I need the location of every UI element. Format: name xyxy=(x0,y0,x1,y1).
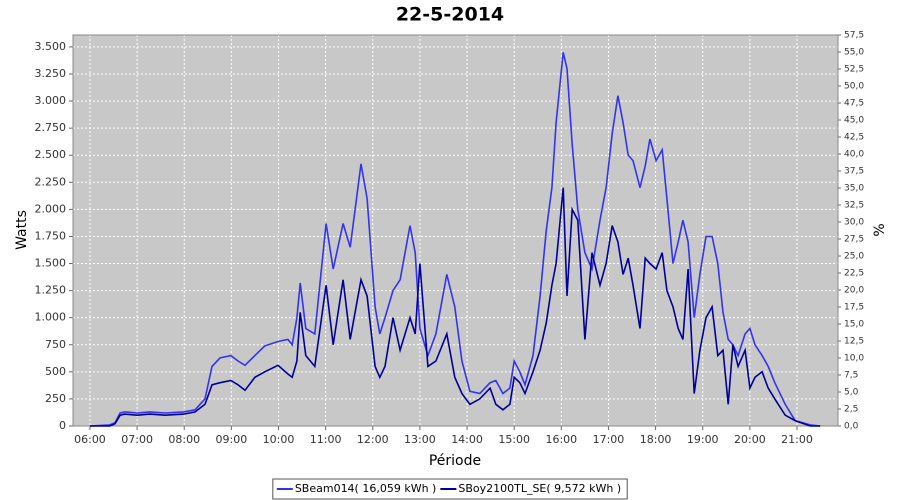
y2-tick-label: 50,0 xyxy=(844,82,864,92)
y-tick-label: 2.250 xyxy=(35,175,67,188)
y-tick-label: 1.750 xyxy=(35,229,67,242)
y2-tick-label: 40,0 xyxy=(844,150,864,160)
y2-tick-label: 47,5 xyxy=(844,99,864,109)
x-tick-label: 10:00 xyxy=(263,433,295,446)
x-axis-label: Période xyxy=(429,453,481,469)
y-tick-label: 250 xyxy=(45,392,66,405)
y2-tick-label: 15,0 xyxy=(844,320,864,330)
x-tick-label: 19:00 xyxy=(687,433,719,446)
y-tick-label: 2.750 xyxy=(35,121,67,134)
y2-tick-label: 20,0 xyxy=(844,286,864,296)
y2-tick-label: 57,5 xyxy=(844,31,864,41)
plot-border xyxy=(72,34,839,427)
x-tick-label: 16:00 xyxy=(545,433,577,446)
y2-tick-label: 42,5 xyxy=(844,133,864,143)
y2-tick-label: 32,5 xyxy=(844,201,864,211)
y-tick-label: 0 xyxy=(59,419,66,432)
y2-tick-label: 17,5 xyxy=(844,303,864,313)
plot-area xyxy=(73,35,838,426)
y2-tick-label: 12,5 xyxy=(844,337,864,347)
y-tick-label: 2.000 xyxy=(35,202,67,215)
x-tick-label: 06:00 xyxy=(74,433,106,446)
x-tick-label: 18:00 xyxy=(640,433,672,446)
y-axis-label: Watts xyxy=(14,210,30,250)
x-tick-label: 14:00 xyxy=(451,433,483,446)
y-tick-label: 2.500 xyxy=(35,148,67,161)
legend-label: SBoy2100TL_SE( 9,572 kWh ) xyxy=(458,482,621,495)
y-tick-label: 1.250 xyxy=(35,284,67,297)
y2-axis-label: % xyxy=(872,223,888,236)
y2-tick-label: 37,5 xyxy=(844,167,864,177)
y2-tick-label: 52,5 xyxy=(844,65,864,75)
y2-tick-label: 27,5 xyxy=(844,235,864,245)
y-tick-label: 750 xyxy=(45,338,66,351)
x-tick-label: 15:00 xyxy=(498,433,530,446)
y-tick-label: 1.000 xyxy=(35,311,67,324)
x-tick-label: 08:00 xyxy=(168,433,200,446)
y2-tick-label: 10,0 xyxy=(844,354,864,364)
y2-tick-label: 25,0 xyxy=(844,252,864,262)
y-tick-label: 3.000 xyxy=(35,94,67,107)
y-tick-label: 1.500 xyxy=(35,257,67,270)
y-tick-label: 3.500 xyxy=(35,40,67,53)
x-tick-label: 07:00 xyxy=(121,433,153,446)
y-tick-label: 3.250 xyxy=(35,67,67,80)
x-tick-label: 09:00 xyxy=(216,433,248,446)
legend: SBeam014( 16,059 kWh ) SBoy2100TL_SE( 9,5… xyxy=(272,478,628,500)
series-line xyxy=(89,52,821,427)
x-tick-label: 11:00 xyxy=(310,433,342,446)
series-line xyxy=(90,187,821,427)
y2-tick-label: 7,5 xyxy=(844,371,858,381)
y2-tick-label: 0,0 xyxy=(844,422,859,432)
y2-tick-label: 5,0 xyxy=(844,388,859,398)
y2-tick-label: 55,0 xyxy=(844,48,864,58)
y2-tick-label: 45,0 xyxy=(844,116,864,126)
x-tick-label: 13:00 xyxy=(404,433,436,446)
y2-tick-label: 35,0 xyxy=(844,184,864,194)
x-tick-label: 21:00 xyxy=(781,433,813,446)
chart-title: 22-5-2014 xyxy=(396,4,504,26)
x-tick-label: 12:00 xyxy=(357,433,389,446)
x-tick-label: 20:00 xyxy=(734,433,766,446)
y2-tick-label: 30,0 xyxy=(844,218,864,228)
y2-tick-label: 22,5 xyxy=(844,269,864,279)
legend-label: SBeam014( 16,059 kWh ) xyxy=(295,482,437,495)
x-tick-label: 17:00 xyxy=(593,433,625,446)
y2-tick-label: 2,5 xyxy=(844,405,858,415)
y-tick-label: 500 xyxy=(45,365,66,378)
